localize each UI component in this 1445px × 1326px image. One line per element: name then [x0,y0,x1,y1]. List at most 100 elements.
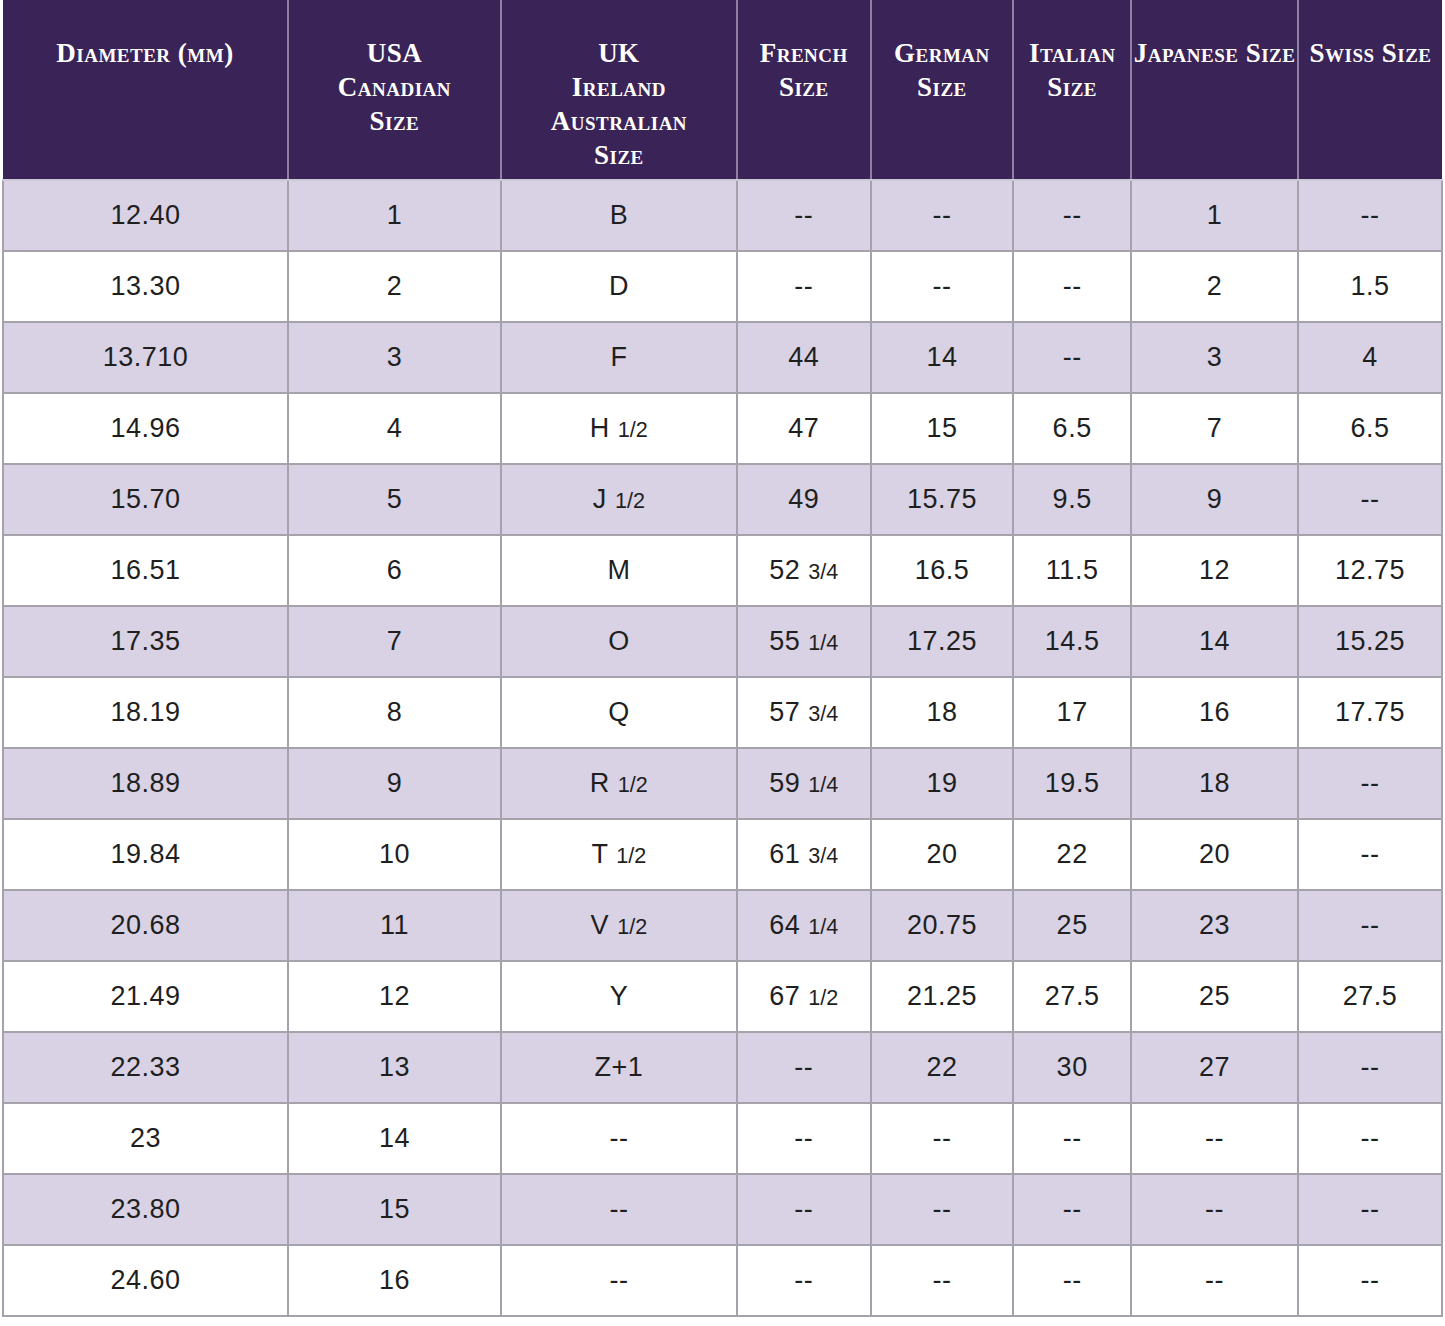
table-row: 12.401B------1-- [3,180,1442,251]
cell-usa: 12 [288,961,501,1032]
cell-german: 17.25 [871,606,1013,677]
cell-french: 52 3/4 [737,535,871,606]
cell-german: 22 [871,1032,1013,1103]
cell-uk: B [501,180,737,251]
table-row: 16.516M52 3/416.511.51212.75 [3,535,1442,606]
cell-diameter: 14.96 [3,393,288,464]
cell-swiss: -- [1298,890,1442,961]
cell-french: -- [737,180,871,251]
column-header-french: French Size [737,0,871,180]
cell-swiss: 15.25 [1298,606,1442,677]
cell-uk: R 1/2 [501,748,737,819]
table-row: 15.705J 1/24915.759.59-- [3,464,1442,535]
table-row: 13.7103F4414--34 [3,322,1442,393]
cell-french: 47 [737,393,871,464]
cell-uk: M [501,535,737,606]
column-header-usa: USA Canadian Size [288,0,501,180]
cell-uk: H 1/2 [501,393,737,464]
table-row: 21.4912Y67 1/221.2527.52527.5 [3,961,1442,1032]
cell-japanese: 9 [1131,464,1298,535]
cell-usa: 5 [288,464,501,535]
cell-french: -- [737,1174,871,1245]
cell-german: -- [871,180,1013,251]
ring-size-conversion-table: Diameter (mm)USA Canadian SizeUK Ireland… [2,0,1443,1317]
table-row: 23.8015------------ [3,1174,1442,1245]
cell-french: -- [737,1103,871,1174]
cell-diameter: 20.68 [3,890,288,961]
cell-japanese: 20 [1131,819,1298,890]
column-header-diameter: Diameter (mm) [3,0,288,180]
cell-japanese: 18 [1131,748,1298,819]
cell-italian: -- [1013,322,1131,393]
cell-uk: T 1/2 [501,819,737,890]
cell-japanese: 16 [1131,677,1298,748]
cell-diameter: 23 [3,1103,288,1174]
table-row: 18.899R 1/259 1/41919.518-- [3,748,1442,819]
table-header: Diameter (mm)USA Canadian SizeUK Ireland… [3,0,1442,180]
cell-diameter: 21.49 [3,961,288,1032]
table-row: 19.8410T 1/261 3/4202220-- [3,819,1442,890]
cell-italian: 6.5 [1013,393,1131,464]
fraction-text: 1/2 [617,914,647,939]
cell-german: 18 [871,677,1013,748]
table-row: 17.357O55 1/417.2514.51415.25 [3,606,1442,677]
cell-french: 64 1/4 [737,890,871,961]
cell-swiss: -- [1298,748,1442,819]
cell-french: -- [737,1245,871,1316]
table-row: 22.3313Z+1--223027-- [3,1032,1442,1103]
fraction-text: 1/4 [808,630,838,655]
cell-usa: 11 [288,890,501,961]
column-header-italian: Italian Size [1013,0,1131,180]
column-header-japanese: Japanese Size [1131,0,1298,180]
cell-diameter: 24.60 [3,1245,288,1316]
fraction-text: 1/4 [808,914,838,939]
cell-italian: 25 [1013,890,1131,961]
cell-uk: Q [501,677,737,748]
cell-italian: -- [1013,1174,1131,1245]
cell-french: 57 3/4 [737,677,871,748]
cell-uk: Y [501,961,737,1032]
cell-german: 15.75 [871,464,1013,535]
cell-usa: 13 [288,1032,501,1103]
cell-diameter: 18.89 [3,748,288,819]
column-header-german: German Size [871,0,1013,180]
cell-swiss: 12.75 [1298,535,1442,606]
cell-japanese: 1 [1131,180,1298,251]
cell-japanese: -- [1131,1103,1298,1174]
cell-italian: 30 [1013,1032,1131,1103]
cell-swiss: -- [1298,819,1442,890]
cell-usa: 14 [288,1103,501,1174]
cell-swiss: -- [1298,1174,1442,1245]
column-header-uk: UK Ireland Australian Size [501,0,737,180]
cell-uk: V 1/2 [501,890,737,961]
cell-japanese: 25 [1131,961,1298,1032]
cell-german: 20 [871,819,1013,890]
cell-italian: -- [1013,180,1131,251]
cell-usa: 10 [288,819,501,890]
table-row: 13.302D------21.5 [3,251,1442,322]
cell-diameter: 23.80 [3,1174,288,1245]
cell-japanese: 14 [1131,606,1298,677]
cell-swiss: -- [1298,1103,1442,1174]
cell-usa: 4 [288,393,501,464]
cell-japanese: 12 [1131,535,1298,606]
fraction-text: 1/2 [618,417,648,442]
fraction-text: 1/2 [618,772,648,797]
cell-japanese: 3 [1131,322,1298,393]
table-row: 18.198Q57 3/418171617.75 [3,677,1442,748]
column-header-swiss: Swiss Size [1298,0,1442,180]
cell-diameter: 16.51 [3,535,288,606]
cell-uk: -- [501,1245,737,1316]
cell-swiss: -- [1298,464,1442,535]
cell-german: 16.5 [871,535,1013,606]
cell-diameter: 12.40 [3,180,288,251]
cell-italian: -- [1013,1245,1131,1316]
cell-french: -- [737,1032,871,1103]
fraction-text: 1/4 [808,772,838,797]
cell-uk: Z+1 [501,1032,737,1103]
cell-uk: D [501,251,737,322]
cell-uk: -- [501,1174,737,1245]
fraction-text: 3/4 [808,559,838,584]
cell-swiss: -- [1298,1245,1442,1316]
cell-french: 61 3/4 [737,819,871,890]
